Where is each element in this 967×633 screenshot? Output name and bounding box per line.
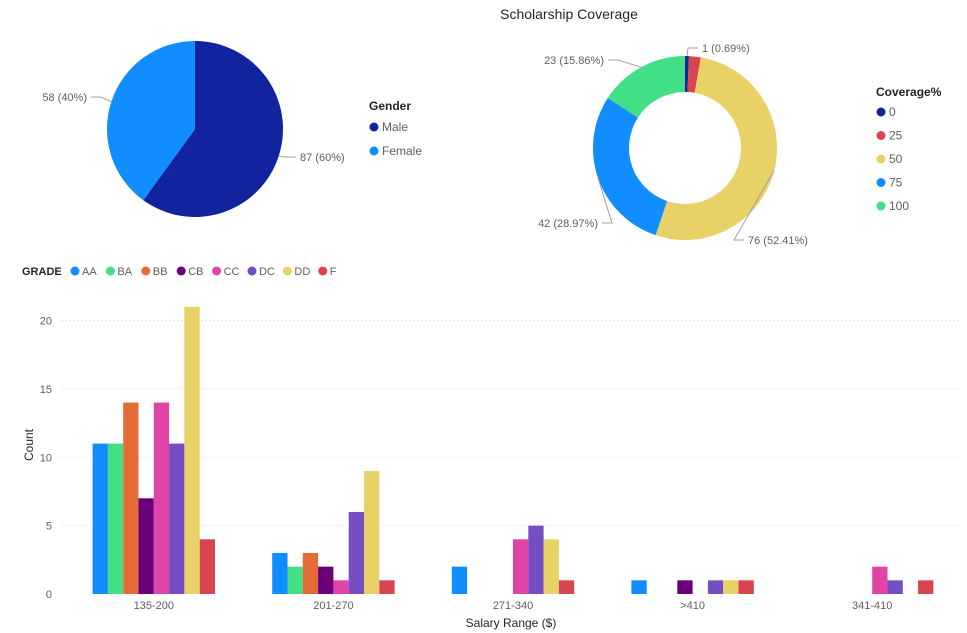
bar-cb-1[interactable] [318,566,334,594]
bar-dd-1[interactable] [364,470,380,594]
gender-legend-title: Gender [369,99,411,113]
x-tick-label: 271-340 [493,600,533,612]
legend-marker [105,266,115,276]
legend-item-grade-dd[interactable]: DD [294,266,310,278]
donut-slice-75[interactable] [592,98,668,236]
legend-marker [369,146,379,156]
bar-aa-0[interactable] [92,443,108,594]
donut-data-label: 1 (0.69%) [702,43,750,55]
pie-data-label: 58 (40%) [42,92,87,104]
bar-cc-4[interactable] [872,566,888,594]
y-tick-label: 0 [46,589,52,601]
x-axis-label: Salary Range ($) [466,616,557,630]
donut-slice-25[interactable] [687,56,701,93]
bar-f-4[interactable] [918,580,934,594]
y-tick-label: 10 [40,452,52,464]
bar-dc-1[interactable] [348,511,364,594]
legend-item-grade-bb[interactable]: BB [153,266,168,278]
bar-cc-1[interactable] [333,580,349,594]
donut-leader-line [608,59,642,68]
legend-marker [212,266,222,276]
donut-slice-100[interactable] [607,56,685,118]
bar-bb-1[interactable] [302,552,319,594]
pie-data-label: 87 (60%) [300,152,345,164]
bar-dd-2[interactable] [543,539,559,594]
x-tick-label: 341-410 [852,600,892,612]
legend-item-male[interactable]: Male [382,120,408,134]
legend-marker [141,266,151,276]
pie-leader-line [91,96,112,103]
grade-bar-chart: GRADE AA BA BB CB CC DC DD F 0 5 10 15 20 Count 135-200… [22,266,960,630]
x-tick-label: >410 [680,600,705,612]
bar-cc-0[interactable] [153,402,170,594]
legend-item-coverage-75[interactable]: 75 [889,176,903,190]
donut-leader-line [686,47,698,57]
bar-dd-3[interactable] [723,580,739,594]
legend-item-grade-ba[interactable]: BA [117,266,132,278]
y-tick-label: 15 [40,384,52,396]
bar-aa-2[interactable] [451,566,468,594]
bar-f-2[interactable] [558,580,575,594]
bar-cb-3[interactable] [677,580,693,594]
y-tick-label: 20 [40,316,52,328]
legend-item-grade-f[interactable]: F [330,266,337,278]
legend-item-female[interactable]: Female [382,144,422,158]
y-tick-label: 5 [46,521,52,533]
bar-dc-3[interactable] [707,580,724,594]
bar-f-0[interactable] [199,539,215,594]
donut-slice-0[interactable] [685,56,689,93]
bar-aa-1[interactable] [272,552,288,594]
y-axis-label: Count [22,428,36,461]
bar-cc-2[interactable] [513,539,529,594]
coverage-legend-title: Coverage% [876,85,942,99]
bar-aa-3[interactable] [631,580,647,594]
pie-slice-male[interactable] [143,41,283,217]
legend-marker [176,266,186,276]
legend-marker [876,107,886,117]
donut-data-label: 42 (28.97%) [538,218,598,230]
bar-ba-0[interactable] [107,443,124,594]
legend-marker [876,131,886,140]
bar-f-3[interactable] [738,580,754,594]
donut-title: Scholarship Coverage [500,6,638,22]
gender-pie-chart: 87 (60%) 58 (40%) Gender Male Female [42,40,422,217]
pie-slice-female[interactable] [106,40,195,201]
bar-dc-0[interactable] [169,443,185,594]
bar-dd-0[interactable] [184,306,200,594]
pie-leader-line [278,155,296,158]
coverage-donut-chart: Scholarship Coverage 1 (0.69%) 76 (52.41%)… [500,6,942,247]
bar-cb-0[interactable] [138,498,154,594]
legend-marker [70,266,80,276]
legend-marker [876,178,886,187]
donut-slice-50[interactable] [655,57,777,240]
donut-leader-line [597,178,613,224]
legend-item-grade-cc[interactable]: CC [224,266,240,278]
donut-data-label: 23 (15.86%) [544,55,604,67]
legend-item-grade-aa[interactable]: AA [82,266,97,278]
legend-marker [876,154,886,164]
bar-f-1[interactable] [379,580,395,594]
legend-item-coverage-50[interactable]: 50 [889,152,903,166]
legend-marker [318,266,328,276]
legend-marker [369,122,379,132]
grade-legend-title: GRADE [22,266,62,278]
x-tick-label: 201-270 [313,600,353,612]
legend-marker [247,266,257,276]
legend-item-coverage-25[interactable]: 25 [889,129,903,143]
donut-leader-line [733,170,775,241]
legend-item-coverage-100[interactable]: 100 [889,199,909,213]
legend-item-coverage-0[interactable]: 0 [889,105,896,119]
bar-dc-4[interactable] [887,580,903,594]
x-tick-label: 135-200 [134,600,174,612]
legend-item-grade-dc[interactable]: DC [259,266,275,278]
bar-ba-1[interactable] [287,566,303,594]
legend-marker [282,266,292,276]
bar-bb-0[interactable] [123,402,139,594]
legend-item-grade-cb[interactable]: CB [188,266,203,278]
legend-marker [876,201,886,211]
bar-dc-2[interactable] [528,525,544,594]
donut-data-label: 76 (52.41%) [748,235,808,247]
